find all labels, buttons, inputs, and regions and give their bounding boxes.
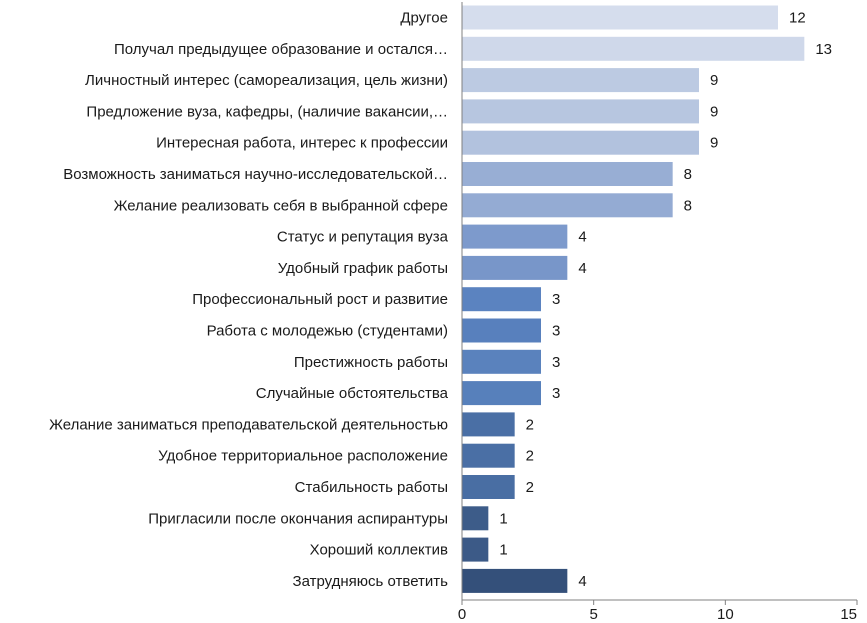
x-tick-label: 15 bbox=[840, 606, 857, 623]
value-label: 3 bbox=[552, 354, 560, 371]
bar bbox=[462, 162, 673, 186]
category-label: Стабильность работы bbox=[295, 479, 448, 496]
value-label: 9 bbox=[710, 103, 718, 120]
x-tick-label: 5 bbox=[589, 606, 597, 623]
category-label: Профессиональный рост и развитие bbox=[192, 291, 448, 308]
x-axis: 0 5 10 15 bbox=[458, 2, 858, 623]
bar bbox=[462, 193, 673, 218]
value-label: 4 bbox=[578, 573, 586, 590]
category-label: Престижность работы bbox=[294, 354, 448, 371]
bar bbox=[462, 349, 541, 374]
category-label: Затрудняюсь ответить bbox=[293, 573, 449, 590]
bar bbox=[462, 475, 515, 499]
category-label: Пригласили после окончания аспирантуры bbox=[148, 510, 448, 527]
x-tick-label: 10 bbox=[717, 606, 734, 623]
value-label: 1 bbox=[499, 542, 507, 559]
category-label: Получал предыдущее образование и остался… bbox=[114, 41, 448, 58]
category-label: Личностный интерес (самореализация, цель… bbox=[85, 72, 448, 89]
category-labels: Другое Получал предыдущее образование и о… bbox=[49, 10, 449, 590]
value-label: 12 bbox=[789, 10, 806, 27]
bar bbox=[462, 68, 699, 93]
category-label: Желание реализовать себя в выбранной сфе… bbox=[114, 197, 448, 214]
bars-group bbox=[462, 5, 805, 593]
value-label: 9 bbox=[710, 72, 718, 89]
value-label: 8 bbox=[684, 166, 692, 183]
value-label: 3 bbox=[552, 291, 560, 308]
category-label: Удобный график работы bbox=[278, 260, 448, 277]
bar bbox=[462, 255, 568, 280]
value-label: 2 bbox=[526, 479, 534, 496]
category-label: Удобное территориальное расположение bbox=[158, 448, 448, 465]
value-label: 1 bbox=[499, 510, 507, 527]
bar bbox=[462, 287, 541, 312]
bar bbox=[462, 36, 805, 61]
category-label: Другое bbox=[400, 10, 448, 27]
value-label: 4 bbox=[578, 229, 586, 246]
category-label: Интересная работа, интерес к профессии bbox=[156, 135, 448, 152]
value-label: 13 bbox=[815, 41, 832, 58]
x-tick-label: 0 bbox=[458, 606, 466, 623]
category-label: Возможность заниматься научно-исследоват… bbox=[63, 166, 448, 183]
bar bbox=[462, 412, 515, 437]
value-label: 4 bbox=[578, 260, 586, 277]
category-label: Желание заниматься преподавательской дея… bbox=[49, 416, 448, 433]
category-label: Работа с молодежью (студентами) bbox=[207, 323, 448, 340]
value-label: 3 bbox=[552, 323, 560, 340]
value-labels: 12 13 9 9 9 8 8 4 4 3 3 3 3 2 2 2 1 1 4 bbox=[499, 10, 832, 590]
bar bbox=[462, 130, 699, 155]
category-label: Предложение вуза, кафедры, (наличие вака… bbox=[86, 103, 448, 120]
value-label: 3 bbox=[552, 385, 560, 402]
value-label: 2 bbox=[526, 416, 534, 433]
value-label: 9 bbox=[710, 135, 718, 152]
value-label: 8 bbox=[684, 197, 692, 214]
bar bbox=[462, 537, 489, 562]
value-label: 2 bbox=[526, 448, 534, 465]
bar bbox=[462, 99, 699, 124]
bar bbox=[462, 224, 568, 249]
bar bbox=[462, 568, 568, 593]
bar bbox=[462, 318, 541, 343]
bar bbox=[462, 506, 489, 531]
bar bbox=[462, 381, 541, 406]
category-label: Статус и репутация вуза bbox=[277, 229, 449, 246]
category-label: Хороший коллектив bbox=[310, 542, 448, 559]
category-label: Случайные обстоятельства bbox=[256, 385, 449, 402]
bar bbox=[462, 5, 778, 30]
bar bbox=[462, 443, 515, 468]
